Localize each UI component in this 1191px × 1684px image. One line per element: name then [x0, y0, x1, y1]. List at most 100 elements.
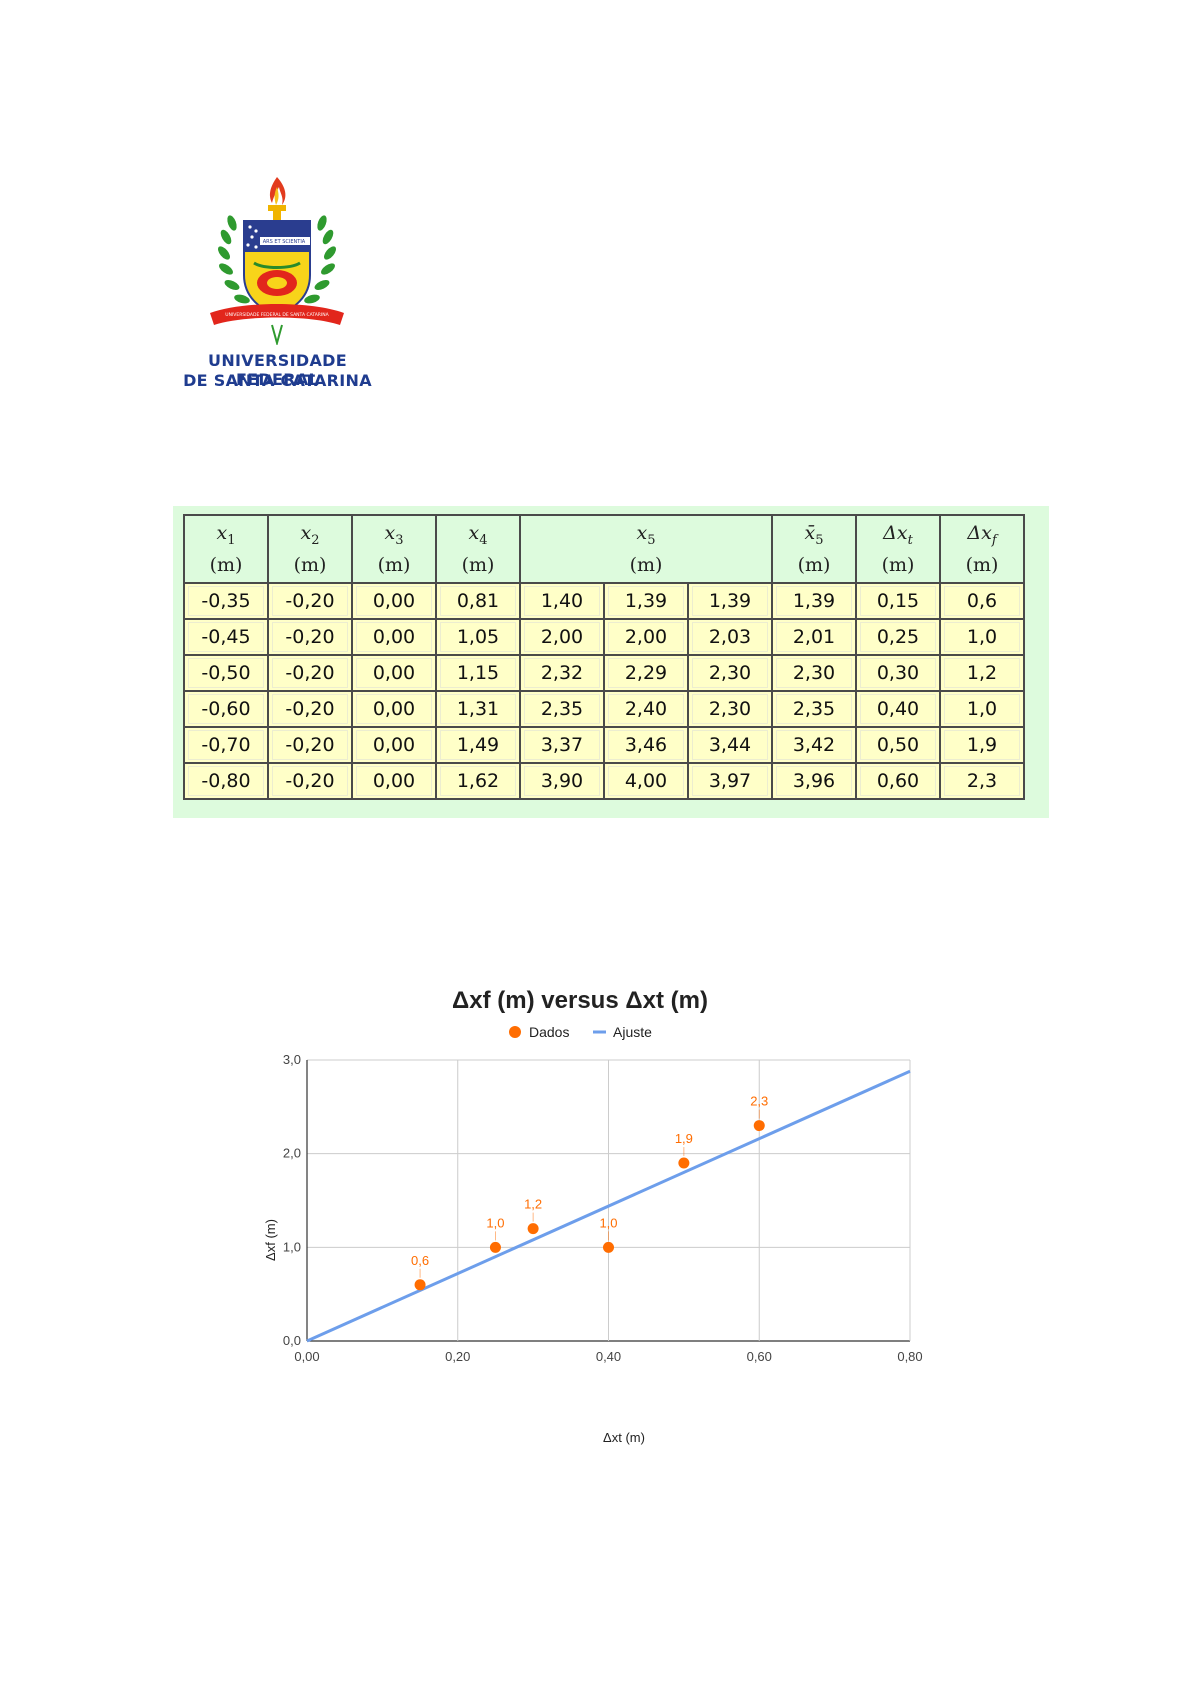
table-cell-value: 1,05 [440, 622, 516, 652]
data-label: 1,9 [675, 1131, 693, 1146]
table-cell-value: 0,00 [356, 730, 432, 760]
ufsc-emblem-icon: ARS ET SCIENTIA UNIVERSIDADE FEDERAL [210, 177, 344, 345]
table-cell: -0,35 [183, 582, 269, 620]
table-cell-value: 0,00 [356, 766, 432, 796]
table-cell-value: 0,30 [860, 658, 936, 688]
table-cell: 4,00 [603, 762, 689, 800]
table-cell-value: 1,39 [608, 586, 684, 616]
table-cell: 1,31 [435, 690, 521, 728]
table-cell: 0,6 [939, 582, 1025, 620]
table-cell: -0,70 [183, 726, 269, 764]
table-cell: 0,81 [435, 582, 521, 620]
y-axis-label: Δxf (m) [263, 1219, 278, 1261]
table-header-row: x1 (m) x2 (m) x3 (m) x4 (m) x5 (m) x̄5 (m) Δxt… [183, 514, 1025, 584]
table-cell-value: -0,50 [188, 658, 264, 688]
data-point [527, 1223, 539, 1235]
legend-dados-label: Dados [529, 1024, 569, 1040]
table-cell: 3,37 [519, 726, 605, 764]
table-cell: 1,15 [435, 654, 521, 692]
table-cell: 0,30 [855, 654, 941, 692]
table-cell: 3,42 [771, 726, 857, 764]
table-cell-value: 1,15 [440, 658, 516, 688]
table-cell-value: -0,45 [188, 622, 264, 652]
legend-dados-swatch [509, 1026, 521, 1038]
table-cell-value: 1,39 [692, 586, 768, 616]
table-cell-value: -0,20 [272, 730, 348, 760]
table-cell-value: 0,25 [860, 622, 936, 652]
table-cell: 0,00 [351, 726, 437, 764]
data-table-panel: x1 (m) x2 (m) x3 (m) x4 (m) x5 (m) x̄5 (m) Δxt… [173, 506, 1049, 818]
data-point [678, 1157, 690, 1169]
chart-ticks: 0,0 1,0 2,0 3,0 0,00 0,20 0,40 0,60 0,80 [283, 1052, 923, 1364]
data-point [414, 1279, 426, 1291]
table-cell-value: 3,97 [692, 766, 768, 796]
table-cell: -0,20 [267, 726, 353, 764]
table-cell-value: 2,30 [776, 658, 852, 688]
table-cell-value: 2,3 [944, 766, 1020, 796]
chart-legend: Dados Ajuste [509, 1024, 652, 1040]
data-point [603, 1241, 614, 1253]
table-row: -0,45 -0,20 0,00 1,05 2,00 2,00 2,03 2,01 0,25 1,… [183, 618, 1025, 656]
x-tick-label: 0,60 [747, 1349, 772, 1364]
table-cell-value: 0,15 [860, 586, 936, 616]
table-cell-value: 3,44 [692, 730, 768, 760]
table-cell-value: 1,49 [440, 730, 516, 760]
table-cell: 0,00 [351, 690, 437, 728]
table-cell-value: 3,46 [608, 730, 684, 760]
table-cell: 1,05 [435, 618, 521, 656]
table-cell: 1,39 [771, 582, 857, 620]
table-cell-value: 3,90 [524, 766, 600, 796]
table-cell-value: 3,37 [524, 730, 600, 760]
table-cell-value: -0,20 [272, 658, 348, 688]
table-cell: 3,46 [603, 726, 689, 764]
header-x3: x3 (m) [351, 514, 437, 584]
table-cell: 2,32 [519, 654, 605, 692]
table-cell-value: 2,35 [776, 694, 852, 724]
table-cell-value: 0,00 [356, 694, 432, 724]
header-x1: x1 (m) [183, 514, 269, 584]
table-cell-value: 2,32 [524, 658, 600, 688]
table-cell-value: -0,20 [272, 694, 348, 724]
table-cell: 2,03 [687, 618, 773, 656]
table-cell: 2,00 [603, 618, 689, 656]
table-cell: -0,20 [267, 762, 353, 800]
logo-line1: UNIVERSIDADE FEDERAL [208, 351, 347, 389]
table-cell: 0,00 [351, 762, 437, 800]
data-point [753, 1120, 765, 1132]
table-cell: 1,9 [939, 726, 1025, 764]
table-cell-value: -0,70 [188, 730, 264, 760]
table-cell-value: 0,40 [860, 694, 936, 724]
table-row: -0,60 -0,20 0,00 1,31 2,35 2,40 2,30 2,35 0,40 1,… [183, 690, 1025, 728]
table-cell-value: 2,29 [608, 658, 684, 688]
table-cell: 2,30 [687, 690, 773, 728]
chart-grid [306, 1059, 911, 1342]
table-cell: -0,80 [183, 762, 269, 800]
table-cell: -0,50 [183, 654, 269, 692]
table-row: -0,35 -0,20 0,00 0,81 1,40 1,39 1,39 1,39 0,15 0,… [183, 582, 1025, 620]
table-cell-value: -0,35 [188, 586, 264, 616]
table-cell: 0,00 [351, 618, 437, 656]
header-delta-xt: Δxt (m) [855, 514, 941, 584]
table-cell: 0,50 [855, 726, 941, 764]
table-cell: 2,30 [687, 654, 773, 692]
table-cell: 1,39 [687, 582, 773, 620]
table-cell-value: 2,03 [692, 622, 768, 652]
table-cell: 1,0 [939, 618, 1025, 656]
x-tick-label: 0,20 [445, 1349, 470, 1364]
table-cell: 2,3 [939, 762, 1025, 800]
ribbon-text: UNIVERSIDADE FEDERAL DE SANTA CATARINA [225, 312, 329, 318]
table-cell: 3,97 [687, 762, 773, 800]
table-cell-value: 1,0 [944, 622, 1020, 652]
table-cell: 2,30 [771, 654, 857, 692]
y-tick-label: 2,0 [283, 1146, 301, 1161]
data-label: 1,2 [524, 1197, 542, 1212]
table-cell-value: 2,30 [692, 658, 768, 688]
table-row: -0,80 -0,20 0,00 1,62 3,90 4,00 3,97 3,96 0,60 2,… [183, 762, 1025, 800]
x-axis-label: Δxt (m) [603, 1430, 645, 1445]
scatter-chart: Δxf (m) versus Δxt (m) Dados Ajuste 0,0 1,… [263, 987, 923, 1445]
table-cell: -0,60 [183, 690, 269, 728]
table-cell: -0,20 [267, 582, 353, 620]
legend-ajuste-label: Ajuste [613, 1024, 652, 1040]
header-x5: x5 (m) [519, 514, 773, 584]
table-cell-value: 1,9 [944, 730, 1020, 760]
